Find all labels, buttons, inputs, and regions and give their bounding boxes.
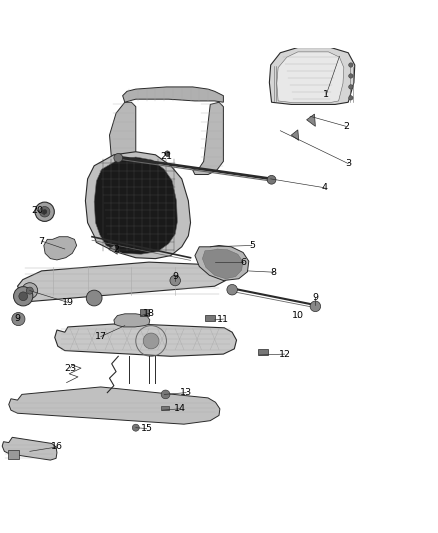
Bar xyxy=(161,406,169,410)
Circle shape xyxy=(42,209,47,214)
Text: 8: 8 xyxy=(271,268,277,277)
Text: 19: 19 xyxy=(62,298,74,307)
Circle shape xyxy=(227,285,237,295)
Text: 9: 9 xyxy=(172,272,178,281)
Text: 4: 4 xyxy=(321,183,327,192)
Circle shape xyxy=(12,312,25,326)
Text: 2: 2 xyxy=(113,245,119,254)
Circle shape xyxy=(26,287,33,294)
Circle shape xyxy=(19,292,28,301)
Text: 14: 14 xyxy=(173,405,186,414)
Circle shape xyxy=(14,287,33,306)
Polygon shape xyxy=(291,130,299,140)
Polygon shape xyxy=(114,314,150,327)
Text: 7: 7 xyxy=(39,237,45,246)
Polygon shape xyxy=(123,87,223,102)
Bar xyxy=(140,310,149,316)
Polygon shape xyxy=(18,262,228,302)
Polygon shape xyxy=(85,152,191,259)
Circle shape xyxy=(267,175,276,184)
Text: 20: 20 xyxy=(31,206,43,215)
Circle shape xyxy=(22,282,38,298)
Text: 9: 9 xyxy=(312,293,318,302)
Circle shape xyxy=(39,206,50,217)
Text: 6: 6 xyxy=(240,257,246,266)
Text: 21: 21 xyxy=(160,151,173,160)
Circle shape xyxy=(349,96,353,100)
Polygon shape xyxy=(9,387,220,424)
Text: 11: 11 xyxy=(217,314,230,324)
Polygon shape xyxy=(269,47,355,104)
Text: 2: 2 xyxy=(343,122,349,131)
Polygon shape xyxy=(110,102,136,170)
Polygon shape xyxy=(195,246,249,280)
Text: 23: 23 xyxy=(64,364,76,373)
Circle shape xyxy=(349,85,353,89)
Circle shape xyxy=(114,154,123,162)
Bar xyxy=(205,314,215,321)
Polygon shape xyxy=(94,157,177,254)
Text: 13: 13 xyxy=(180,388,192,397)
Polygon shape xyxy=(2,437,57,460)
Text: 5: 5 xyxy=(249,241,255,250)
Circle shape xyxy=(165,151,170,156)
Polygon shape xyxy=(55,324,237,356)
Text: 16: 16 xyxy=(51,442,63,451)
Text: 15: 15 xyxy=(141,424,153,433)
Polygon shape xyxy=(44,237,77,260)
Text: 9: 9 xyxy=(14,314,21,322)
Bar xyxy=(8,450,19,459)
Text: 1: 1 xyxy=(323,90,329,99)
Text: 17: 17 xyxy=(95,332,107,341)
Polygon shape xyxy=(277,52,344,103)
Polygon shape xyxy=(307,114,315,126)
Circle shape xyxy=(349,63,353,67)
Circle shape xyxy=(349,74,353,78)
Circle shape xyxy=(143,333,159,349)
Circle shape xyxy=(161,390,170,399)
Text: 18: 18 xyxy=(143,309,155,318)
Bar xyxy=(258,349,268,355)
Polygon shape xyxy=(193,102,223,174)
Text: 3: 3 xyxy=(345,159,351,168)
Polygon shape xyxy=(202,249,243,279)
Polygon shape xyxy=(109,245,117,254)
Text: 12: 12 xyxy=(279,350,291,359)
Text: 10: 10 xyxy=(292,311,304,320)
Circle shape xyxy=(310,301,321,312)
Circle shape xyxy=(86,290,102,306)
Circle shape xyxy=(35,202,54,221)
Circle shape xyxy=(132,424,139,431)
Circle shape xyxy=(170,275,180,286)
